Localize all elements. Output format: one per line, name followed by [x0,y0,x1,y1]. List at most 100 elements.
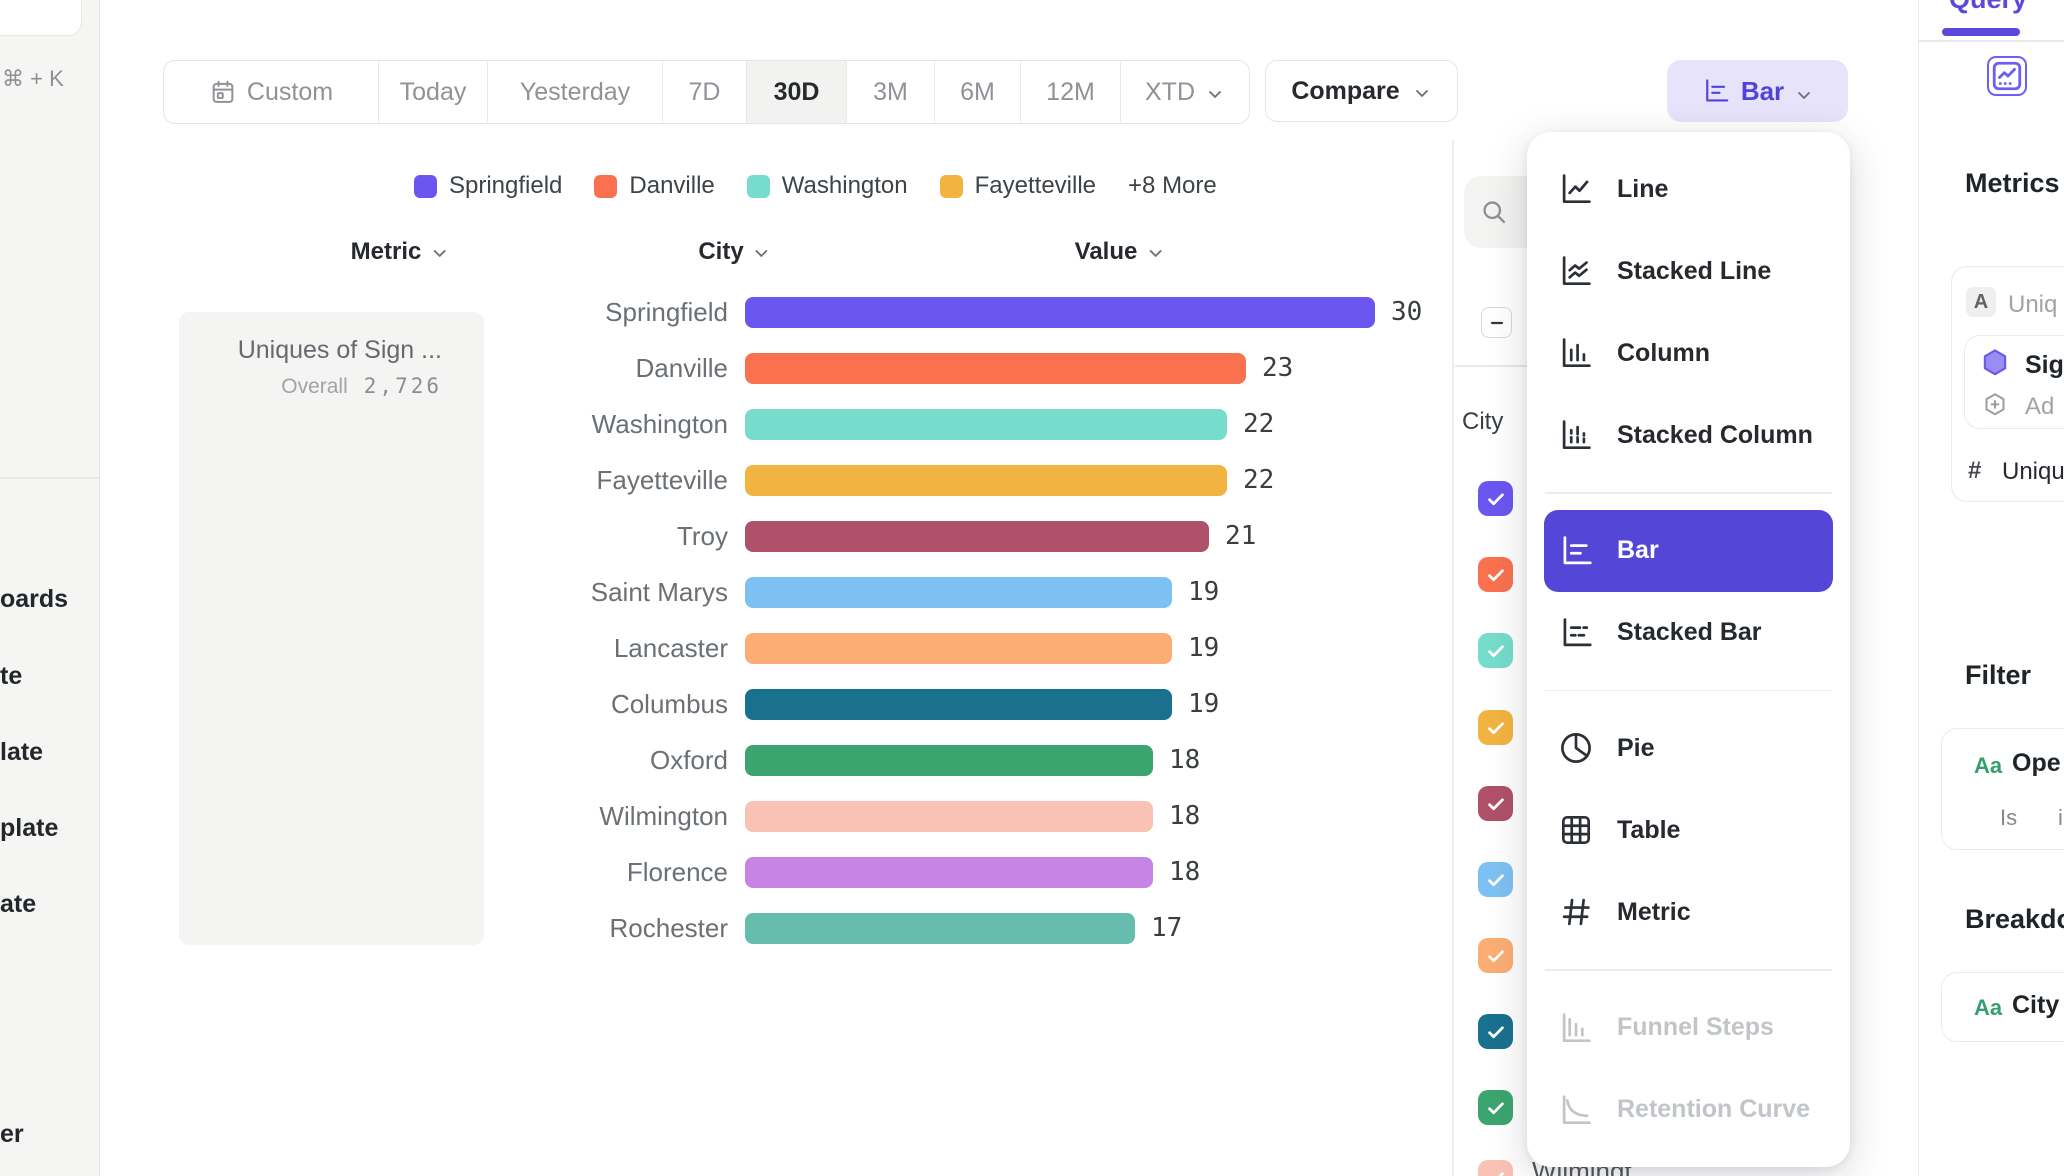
bar-segment[interactable] [745,800,1153,832]
sidebar-item-label-partial[interactable]: late [0,738,44,766]
legend-item[interactable]: Springfield [414,172,562,200]
stacked-bar-icon [1557,614,1595,652]
series-checkbox-checked[interactable] [1478,557,1513,592]
date-range-label: Custom [246,77,334,106]
legend-swatch [746,174,770,198]
sidebar-item-label-partial[interactable]: plate [0,814,59,842]
date-range-30d[interactable]: 30D [747,61,847,123]
filter-item-card[interactable]: Aa Ope Is i [1941,728,2064,850]
legend-more-button[interactable]: +8 More [1128,172,1217,199]
stacked-line-icon [1557,252,1595,290]
sidebar-item-label-partial[interactable]: ate [0,890,37,918]
menu-item-label: Bar [1617,536,1659,564]
calendar-icon [209,78,237,106]
filter-list-divider [1455,365,1565,367]
menu-divider [1545,969,1832,971]
sidebar-search-card[interactable] [0,0,82,36]
date-range-custom[interactable]: Custom [164,61,379,123]
menu-item-line[interactable]: Line [1527,148,1850,230]
bar-segment[interactable] [745,520,1209,552]
menu-item-column[interactable]: Column [1527,312,1850,394]
add-event-label-partial: Ad [2025,393,2055,420]
filter-operator[interactable]: Is [2000,805,2018,830]
date-range-today[interactable]: Today [379,61,488,123]
breakdown-item-card[interactable]: Aa City [1941,972,2064,1042]
chevron-down-icon [1205,82,1225,102]
table-row[interactable]: Troy 21 [100,508,1450,564]
table-row[interactable]: Springfield 30 [100,284,1450,340]
series-checkbox-checked[interactable] [1478,710,1513,745]
column-header-city[interactable]: City [698,238,771,266]
table-row[interactable]: Washington 22 [100,396,1450,452]
table-row[interactable]: Wilmington 18 [100,788,1450,844]
event-name-partial: Sig [2025,351,2064,379]
column-header-label: Metric [350,238,422,265]
menu-divider [1545,689,1832,691]
tab-query[interactable]: Query [1949,0,2027,15]
legend-item[interactable]: Washington [746,172,908,200]
menu-item-metric[interactable]: Metric [1527,871,1850,953]
date-range-3m[interactable]: 3M [847,61,935,123]
series-checkbox-checked[interactable] [1478,1014,1513,1049]
series-checkbox-checked[interactable] [1478,481,1513,516]
menu-item-stacked-bar[interactable]: Stacked Bar [1527,592,1850,674]
event-row-card[interactable]: Sig Ad [1964,335,2064,429]
table-row[interactable]: Fayetteville 22 [100,452,1450,508]
series-checkbox-checked[interactable] [1478,1090,1513,1125]
menu-item-table[interactable]: Table [1527,789,1850,871]
sidebar-item-label-partial[interactable]: oards [0,585,69,613]
sidebar-item-label-partial[interactable]: er [0,1120,24,1148]
compare-button[interactable]: Compare [1265,60,1458,122]
bar-segment[interactable] [745,352,1246,384]
bar-chart: Springfield 30 Danville 23 Washington 22 Fayet… [100,284,1450,956]
menu-item-pie[interactable]: Pie [1527,707,1850,789]
add-event-icon[interactable] [1980,390,2010,420]
metric-query-card[interactable]: A Uniq Sig Ad # Uniqu [1951,266,2064,502]
chevron-down-icon [1794,81,1814,101]
insights-chart-icon[interactable] [1987,56,2027,96]
query-panel: Query Metrics A Uniq Sig Ad # Uniqu Filt… [1918,0,2064,1176]
bar-segment[interactable] [745,744,1153,776]
date-range-12m[interactable]: 12M [1021,61,1121,123]
sidebar-item-label-partial[interactable]: te [0,662,23,690]
bar-segment[interactable] [745,632,1172,664]
menu-item-stacked-line[interactable]: Stacked Line [1527,230,1850,312]
date-range-7d[interactable]: 7D [663,61,747,123]
series-checkbox-checked[interactable] [1478,786,1513,821]
bar-segment[interactable] [745,688,1172,720]
date-range-xtd[interactable]: XTD [1121,61,1249,123]
menu-item-bar[interactable]: Bar [1544,509,1833,592]
table-row[interactable]: Lancaster 19 [100,620,1450,676]
bar-segment[interactable] [745,464,1227,496]
funnel-icon [1557,1009,1595,1047]
bar-segment[interactable] [745,576,1172,608]
column-icon [1557,334,1595,372]
series-checkbox-checked[interactable] [1478,938,1513,973]
bar-category-label: Fayetteville [596,464,729,495]
panel-divider [1452,140,1454,1176]
bar-segment[interactable] [745,912,1135,944]
table-row[interactable]: Saint Marys 19 [100,564,1450,620]
series-checkbox-checked[interactable] [1478,862,1513,897]
column-header-metric[interactable]: Metric [351,238,450,266]
legend-item[interactable]: Fayetteville [939,172,1096,200]
bar-segment[interactable] [745,296,1375,328]
bar-segment[interactable] [745,408,1227,440]
table-row[interactable]: Danville 23 [100,340,1450,396]
chart-type-button[interactable]: Bar [1667,60,1848,122]
legend-item[interactable]: Danville [594,172,715,200]
table-row[interactable]: Rochester 17 [100,900,1450,956]
date-range-6m[interactable]: 6M [935,61,1021,123]
column-header-value[interactable]: Value [1075,238,1166,266]
table-row[interactable]: Florence 18 [100,844,1450,900]
table-row[interactable]: Columbus 19 [100,676,1450,732]
series-checkbox-checked[interactable] [1478,633,1513,668]
table-row[interactable]: Oxford 18 [100,732,1450,788]
series-checkbox-checked[interactable] [1478,1160,1513,1176]
bar-segment[interactable] [745,856,1153,888]
select-all-checkbox-indeterminate[interactable] [1481,307,1512,338]
date-range-yesterday[interactable]: Yesterday [488,61,663,123]
chevron-down-icon [429,242,449,262]
menu-item-stacked-column[interactable]: Stacked Column [1527,394,1850,476]
metric-summary-card[interactable]: Uniques of Sign ... Overall 2,726 [179,312,484,945]
